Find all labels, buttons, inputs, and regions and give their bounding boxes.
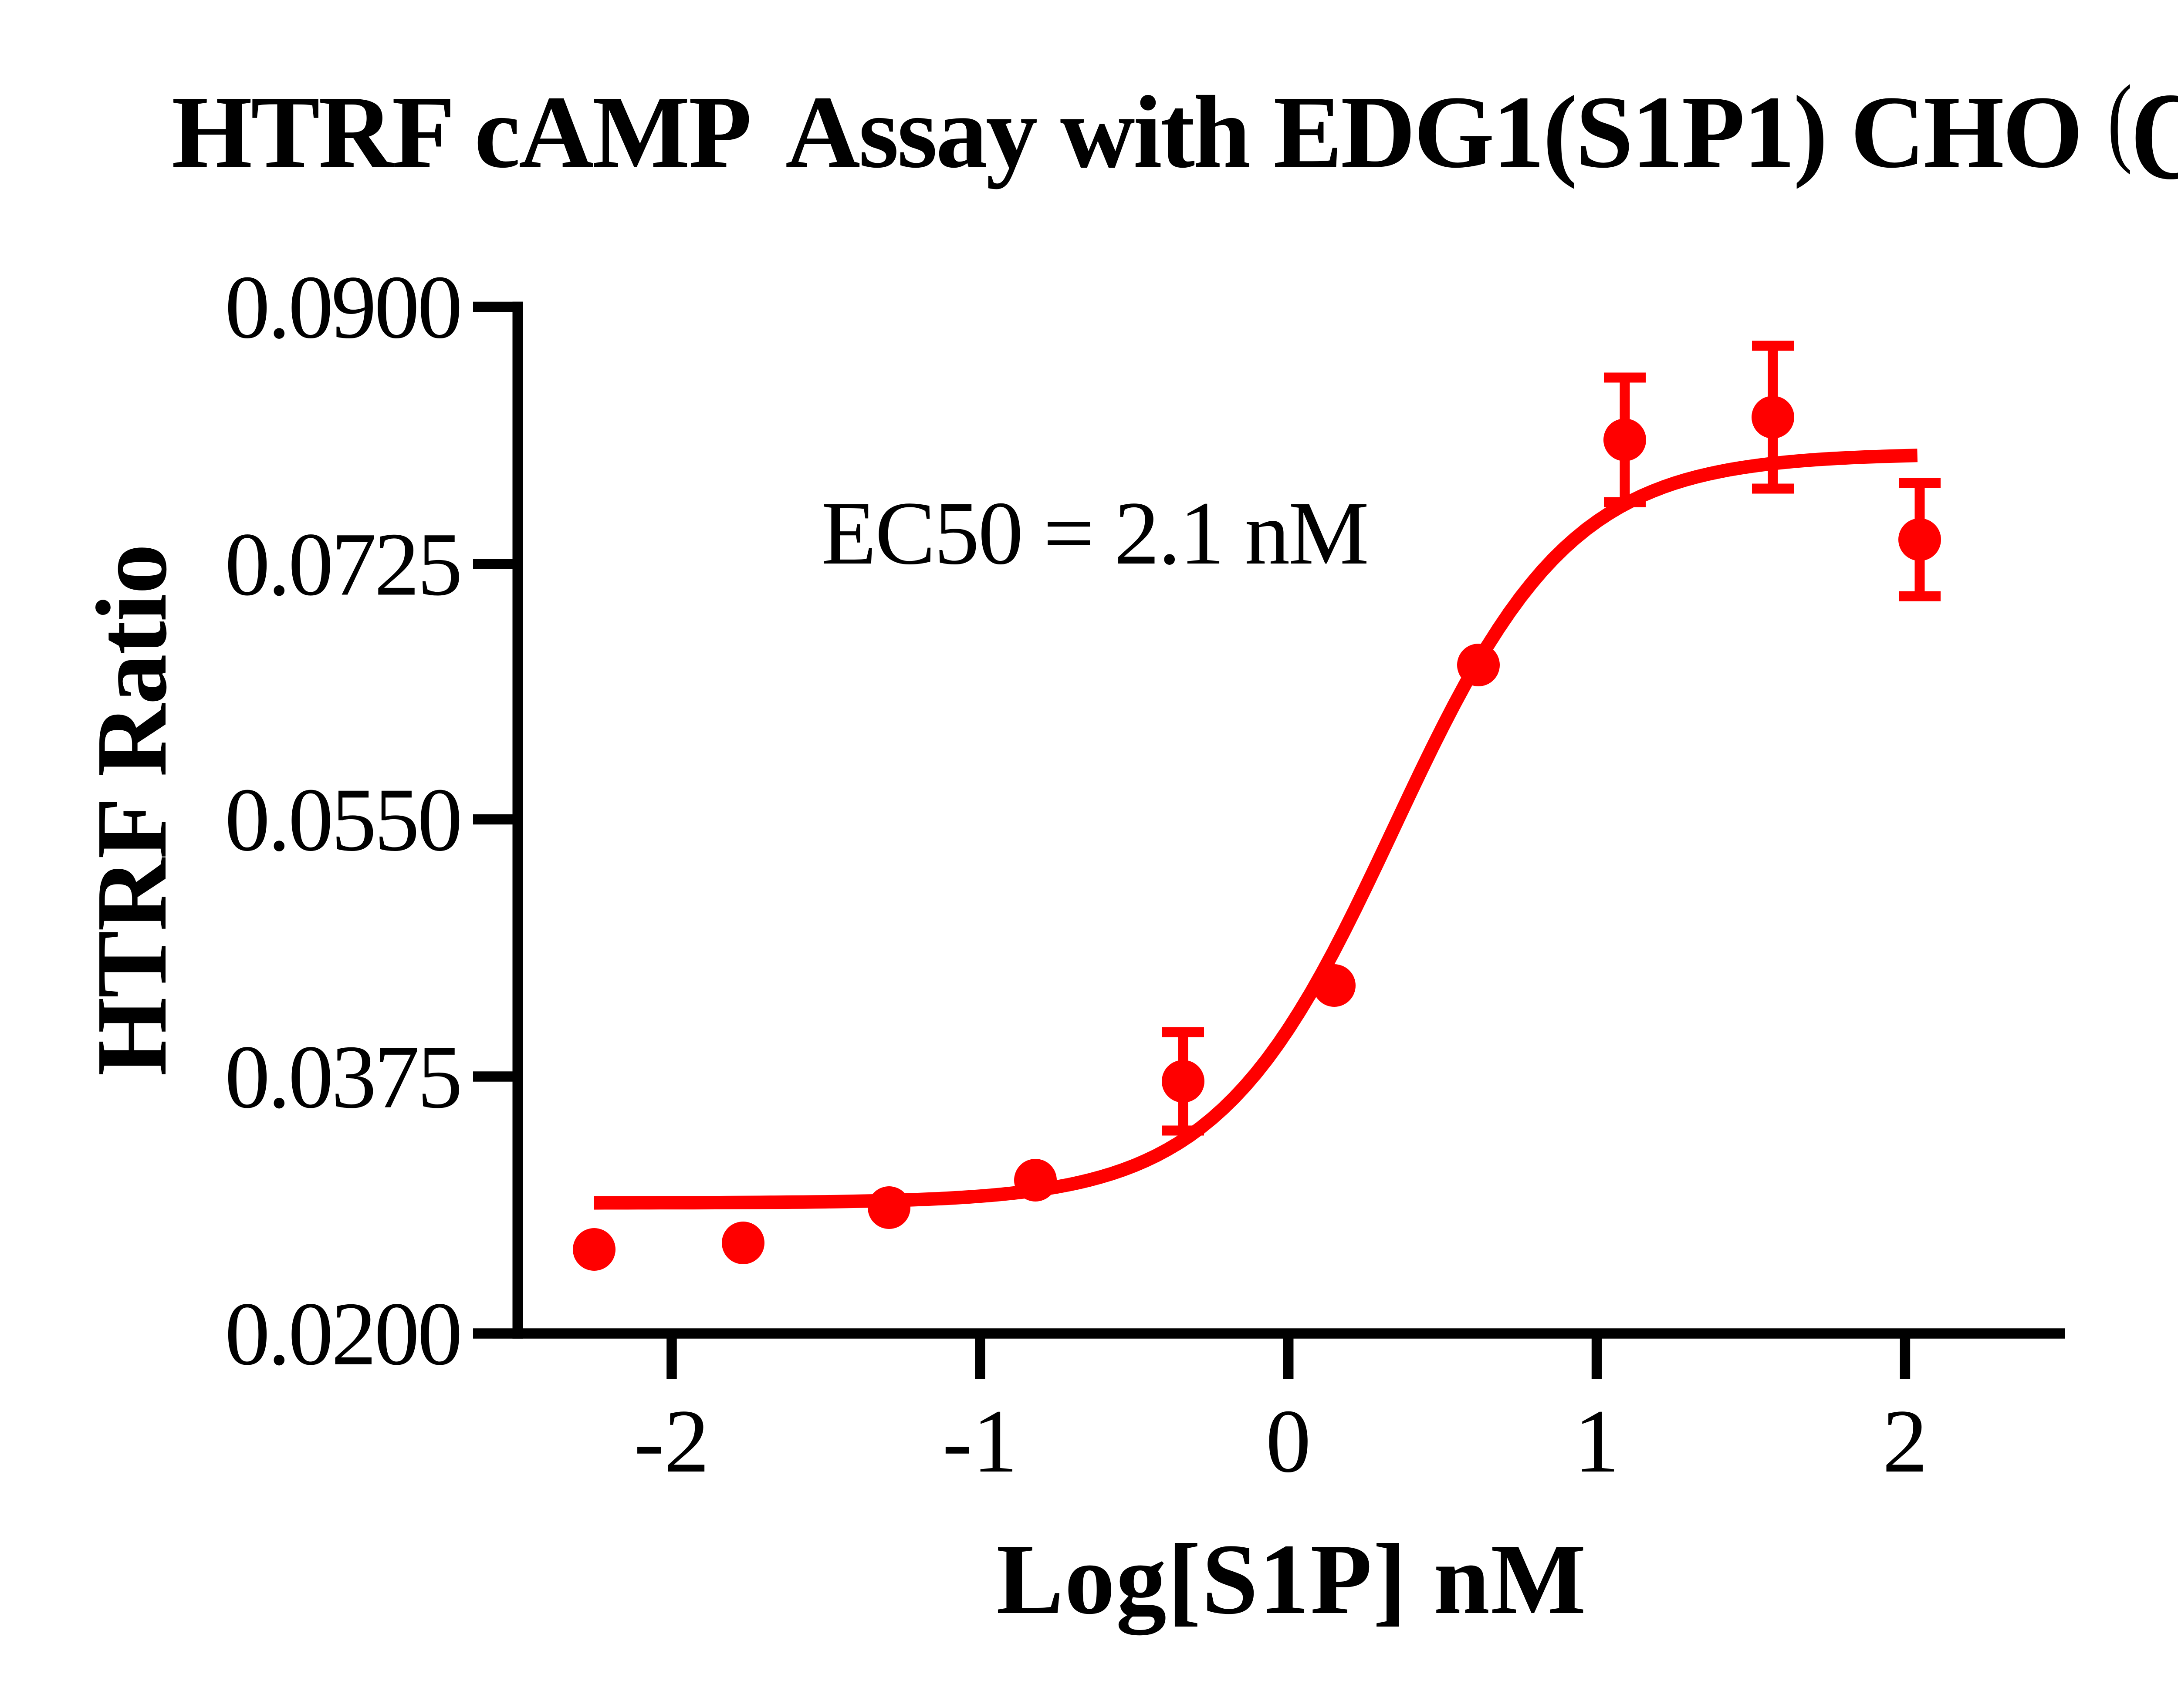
svg-text:0.0550: 0.0550	[225, 770, 463, 870]
svg-text:C25: C25	[2131, 67, 2178, 206]
svg-text:1: 1	[1574, 1391, 1620, 1491]
svg-text:0.0200: 0.0200	[225, 1284, 463, 1384]
svg-text:HTRF Ratio: HTRF Ratio	[76, 544, 188, 1076]
svg-text:0.0900: 0.0900	[225, 257, 463, 357]
svg-text:EC50 = 2.1 nM: EC50 = 2.1 nM	[821, 483, 1369, 583]
svg-text:(: (	[2107, 64, 2132, 175]
svg-text:0.0375: 0.0375	[225, 1027, 463, 1127]
svg-text:0.0725: 0.0725	[225, 514, 463, 614]
svg-text:0: 0	[1266, 1391, 1311, 1491]
svg-text:Log[S1P] nM: Log[S1P] nM	[996, 1523, 1586, 1635]
svg-text:2: 2	[1882, 1391, 1928, 1491]
svg-text:-1: -1	[942, 1391, 1018, 1491]
svg-text:-2: -2	[634, 1391, 709, 1491]
